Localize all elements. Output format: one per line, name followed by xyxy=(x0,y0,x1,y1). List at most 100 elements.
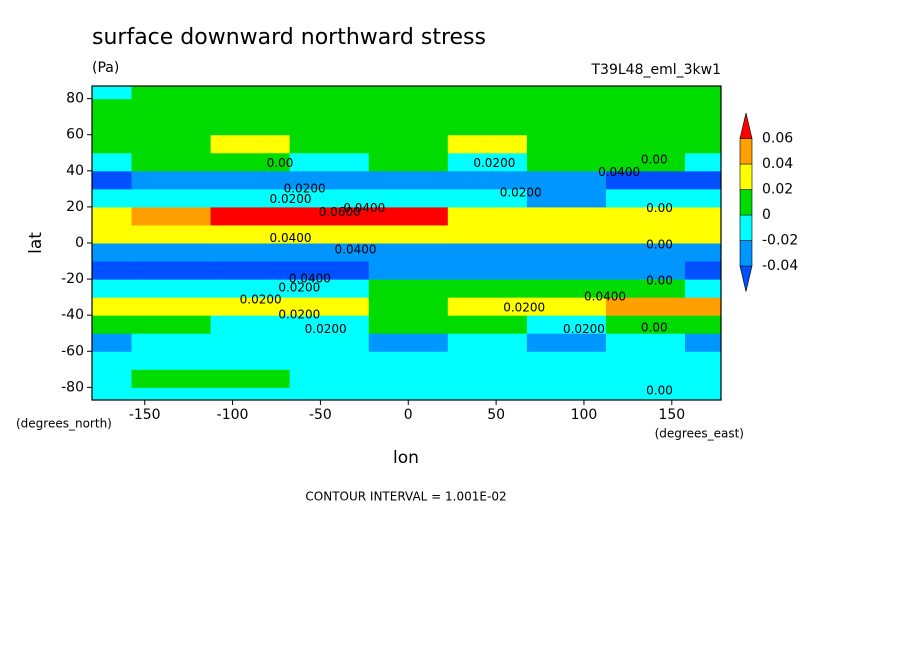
field-cell xyxy=(92,261,133,280)
contour-label: 0.0200 xyxy=(563,322,605,336)
contour-label: 0.0200 xyxy=(473,156,515,170)
y-tick-label: 80 xyxy=(66,91,84,107)
field-cell xyxy=(289,297,370,316)
field-cell xyxy=(526,351,607,370)
field-cell xyxy=(92,86,133,100)
field-cell xyxy=(368,315,449,334)
field-cell xyxy=(289,315,370,334)
field-cell xyxy=(131,261,212,280)
field-cell xyxy=(447,98,528,118)
field-cell xyxy=(447,170,528,190)
field-cell xyxy=(684,333,721,352)
field-cell xyxy=(92,134,133,154)
field-cell xyxy=(605,387,686,400)
field-cell xyxy=(210,261,291,280)
x-tick-label: 50 xyxy=(487,407,505,423)
contour-labels: 0.000.02000.02000.06000.04000.04000.0400… xyxy=(240,152,673,397)
field-cell xyxy=(289,152,370,172)
contour-label: 0.0600 xyxy=(319,205,361,219)
x-tick-label: -150 xyxy=(129,407,161,423)
contour-label: 0.0400 xyxy=(335,243,377,257)
field-cell xyxy=(92,387,133,400)
field-cell xyxy=(447,116,528,136)
field-cell xyxy=(605,170,686,190)
field-cell xyxy=(447,86,528,100)
annotation: T39L48_eml_3kw1 xyxy=(591,62,722,78)
colorbar-swatch xyxy=(739,240,753,267)
x-tick-label: -50 xyxy=(309,407,332,423)
field-cell xyxy=(131,369,212,388)
field-cell xyxy=(605,224,686,244)
field-cell xyxy=(447,243,528,262)
field-cell xyxy=(368,116,449,136)
field-cell xyxy=(447,315,528,334)
field-cell xyxy=(289,243,370,262)
field-cell xyxy=(684,243,721,262)
field-cell xyxy=(684,116,721,136)
field-cell xyxy=(605,188,686,208)
field-cell xyxy=(684,98,721,118)
field-cell xyxy=(684,369,721,388)
field-cell xyxy=(368,188,449,208)
contour-label: 0.0200 xyxy=(500,186,542,200)
field-cell xyxy=(210,351,291,370)
contour-label: 0.0200 xyxy=(278,308,320,322)
field-cell xyxy=(131,86,212,100)
field-cell xyxy=(92,98,133,118)
contour-label: 0.0200 xyxy=(240,292,282,306)
field-cell xyxy=(605,333,686,352)
field-cell xyxy=(289,224,370,244)
x-tick-label: -100 xyxy=(217,407,249,423)
colorbar-label: 0.06 xyxy=(762,131,793,147)
field-cell xyxy=(92,333,133,352)
field-cell xyxy=(210,224,291,244)
x-axis-label: lon xyxy=(393,448,419,468)
contour-label: 0.0400 xyxy=(584,290,626,304)
field-cell xyxy=(131,351,212,370)
field-cell xyxy=(684,134,721,154)
field-cell xyxy=(368,98,449,118)
field-cell xyxy=(526,297,607,316)
field-cell xyxy=(92,243,133,262)
field-cell xyxy=(131,188,212,208)
field-cell xyxy=(289,170,370,190)
field-cell xyxy=(131,387,212,400)
field-cell xyxy=(92,152,133,172)
field-cell xyxy=(684,387,721,400)
field xyxy=(92,86,721,400)
contour-label: 0.0400 xyxy=(289,272,331,286)
contour-label: 0.0400 xyxy=(598,165,640,179)
field-cell xyxy=(131,206,212,226)
field-cell xyxy=(526,369,607,388)
field-cell xyxy=(210,206,291,226)
field-cell xyxy=(92,315,133,334)
field-cell xyxy=(210,170,291,190)
field-cell xyxy=(684,315,721,334)
field-cell xyxy=(210,279,291,298)
field-cell xyxy=(605,315,686,334)
field-cell xyxy=(368,206,449,226)
colorbar-swatch xyxy=(739,163,753,190)
x-tick-label: 100 xyxy=(571,407,598,423)
field-cell xyxy=(289,351,370,370)
y-tick-label: 0 xyxy=(75,235,84,251)
field-cell xyxy=(210,297,291,316)
field-cell xyxy=(526,279,607,298)
field-cell xyxy=(605,86,686,100)
field-cell xyxy=(289,369,370,388)
field-cell xyxy=(368,279,449,298)
field-cell xyxy=(447,351,528,370)
field-cell xyxy=(368,297,449,316)
field-cell xyxy=(210,86,291,100)
contour-label: 0.00 xyxy=(646,273,673,287)
field-cell xyxy=(131,170,212,190)
field-cell xyxy=(289,98,370,118)
contour-label: 0.00 xyxy=(267,156,294,170)
contour-label: 0.0200 xyxy=(278,281,320,295)
field-cell xyxy=(605,369,686,388)
field-cell xyxy=(92,351,133,370)
field-cell xyxy=(368,351,449,370)
y-units: (degrees_north) xyxy=(16,417,112,431)
field-cell xyxy=(447,297,528,316)
